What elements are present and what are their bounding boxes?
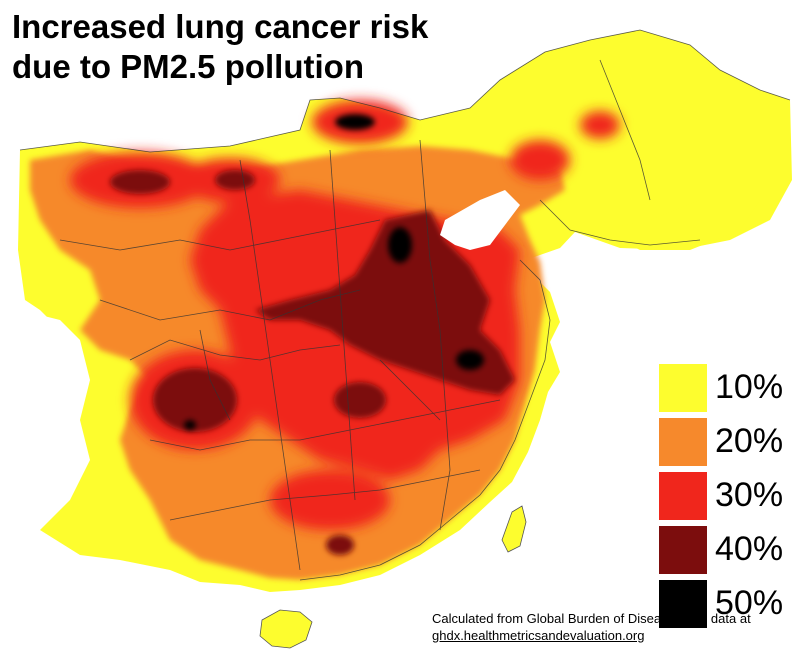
legend-swatch-50 <box>659 580 707 628</box>
legend-item-10: 10% <box>659 364 795 418</box>
legend-label-20: 20% <box>715 422 784 460</box>
taiwan-island <box>501 505 527 553</box>
province-borders <box>19 29 791 581</box>
legend-label-50: 50% <box>715 584 784 622</box>
zone-40-percent <box>110 170 515 555</box>
zone-50-percent <box>184 114 484 430</box>
legend-swatch-30 <box>659 472 707 520</box>
map-title-line-2: due to PM2.5 pollution <box>12 48 364 85</box>
legend-item-40: 40% <box>659 526 795 580</box>
legend-swatch-40 <box>659 526 707 574</box>
no-data-area <box>15 310 90 540</box>
bohai-sea <box>440 190 520 250</box>
legend-item-20: 20% <box>659 418 795 472</box>
source-link[interactable]: ghdx.healthmetricsandevaluation.org <box>432 628 645 643</box>
legend-item-50: 50% <box>659 580 795 634</box>
legend-label-40: 40% <box>715 530 784 568</box>
korea-peninsula <box>600 180 760 250</box>
legend-swatch-10 <box>659 364 707 412</box>
legend: 10% 20% 30% 40% 50% <box>659 364 795 634</box>
legend-swatch-20 <box>659 418 707 466</box>
source-note: Calculated from Global Burden of Disease… <box>432 610 751 644</box>
legend-label-10: 10% <box>715 368 784 406</box>
legend-label-30: 30% <box>715 476 784 514</box>
map-title-line-1: Increased lung cancer risk <box>12 8 429 45</box>
source-text: Calculated from Global Burden of Disease… <box>432 611 751 626</box>
hainan-island <box>259 609 313 649</box>
legend-item-30: 30% <box>659 472 795 526</box>
